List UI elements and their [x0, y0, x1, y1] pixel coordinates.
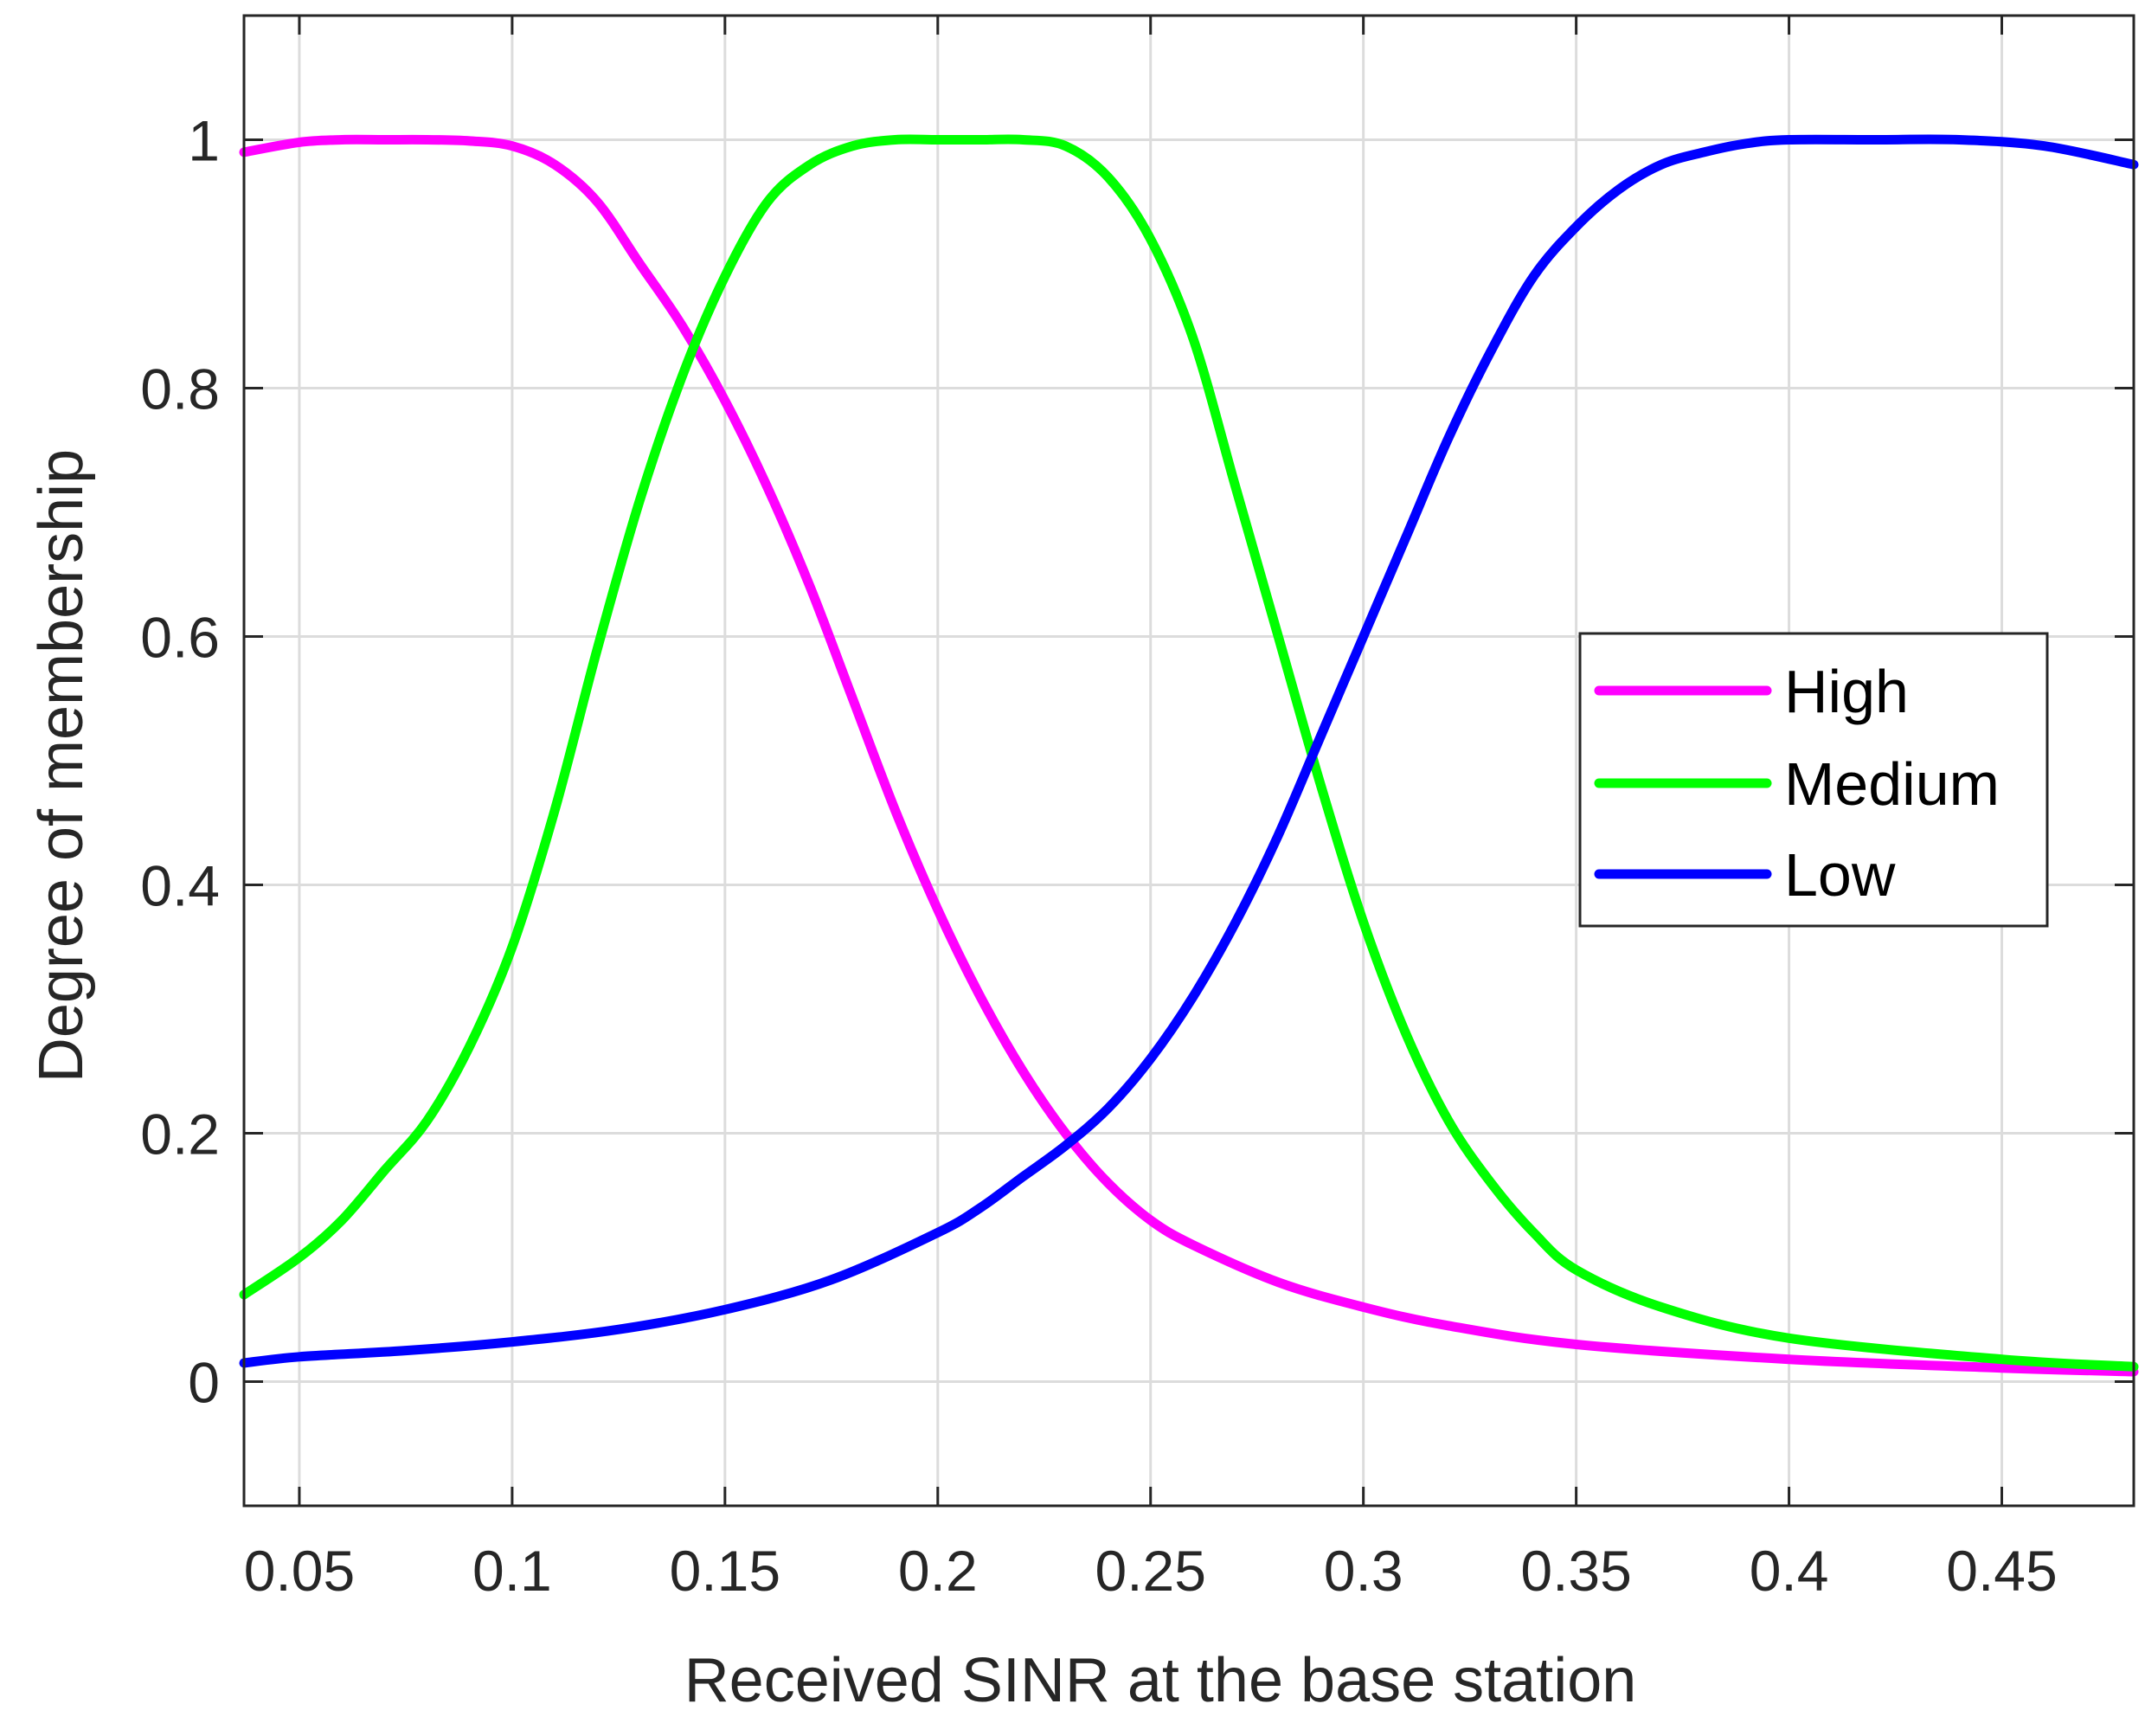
- axis-ticks: [244, 16, 2134, 1506]
- x-tick-label: 0.2: [898, 1539, 978, 1603]
- x-tick-label: 0.35: [1520, 1539, 1631, 1603]
- x-axis-label: Received SINR at the base station: [684, 1646, 1637, 1715]
- grid-lines: [244, 16, 2134, 1506]
- y-tick-label: 0.8: [140, 357, 220, 421]
- x-tick-labels: 0.05 0.1 0.15 0.2 0.25 0.3 0.35 0.4 0.45: [244, 1539, 2058, 1603]
- series-lines: [239, 134, 2139, 1377]
- y-axis-label: Degree of membership: [27, 449, 96, 1083]
- series-line-medium: [239, 134, 2139, 1372]
- x-tick-label: 0.1: [472, 1539, 552, 1603]
- y-tick-label: 1: [188, 109, 220, 173]
- plot-frame: [242, 14, 2135, 1508]
- y-tick-labels: 0 0.2 0.4 0.6 0.8 1: [140, 109, 220, 1415]
- legend-label-high: High: [1784, 658, 1909, 725]
- x-tick-label: 0.4: [1750, 1539, 1829, 1603]
- y-tick-label: 0.4: [140, 854, 220, 918]
- x-tick-label: 0.45: [1946, 1539, 2057, 1603]
- legend-label-medium: Medium: [1784, 750, 2000, 818]
- x-tick-label: 0.05: [244, 1539, 355, 1603]
- legend: High Medium Low: [1578, 632, 2049, 928]
- x-tick-label: 0.15: [670, 1539, 780, 1603]
- y-tick-label: 0.6: [140, 606, 220, 670]
- y-tick-label: 0: [188, 1351, 220, 1415]
- x-tick-label: 0.3: [1324, 1539, 1403, 1603]
- legend-label-low: Low: [1784, 841, 1896, 909]
- series-line-low: [239, 134, 2139, 1368]
- y-tick-label: 0.2: [140, 1103, 220, 1167]
- x-tick-label: 0.25: [1095, 1539, 1205, 1603]
- series-line-high: [239, 134, 2139, 1377]
